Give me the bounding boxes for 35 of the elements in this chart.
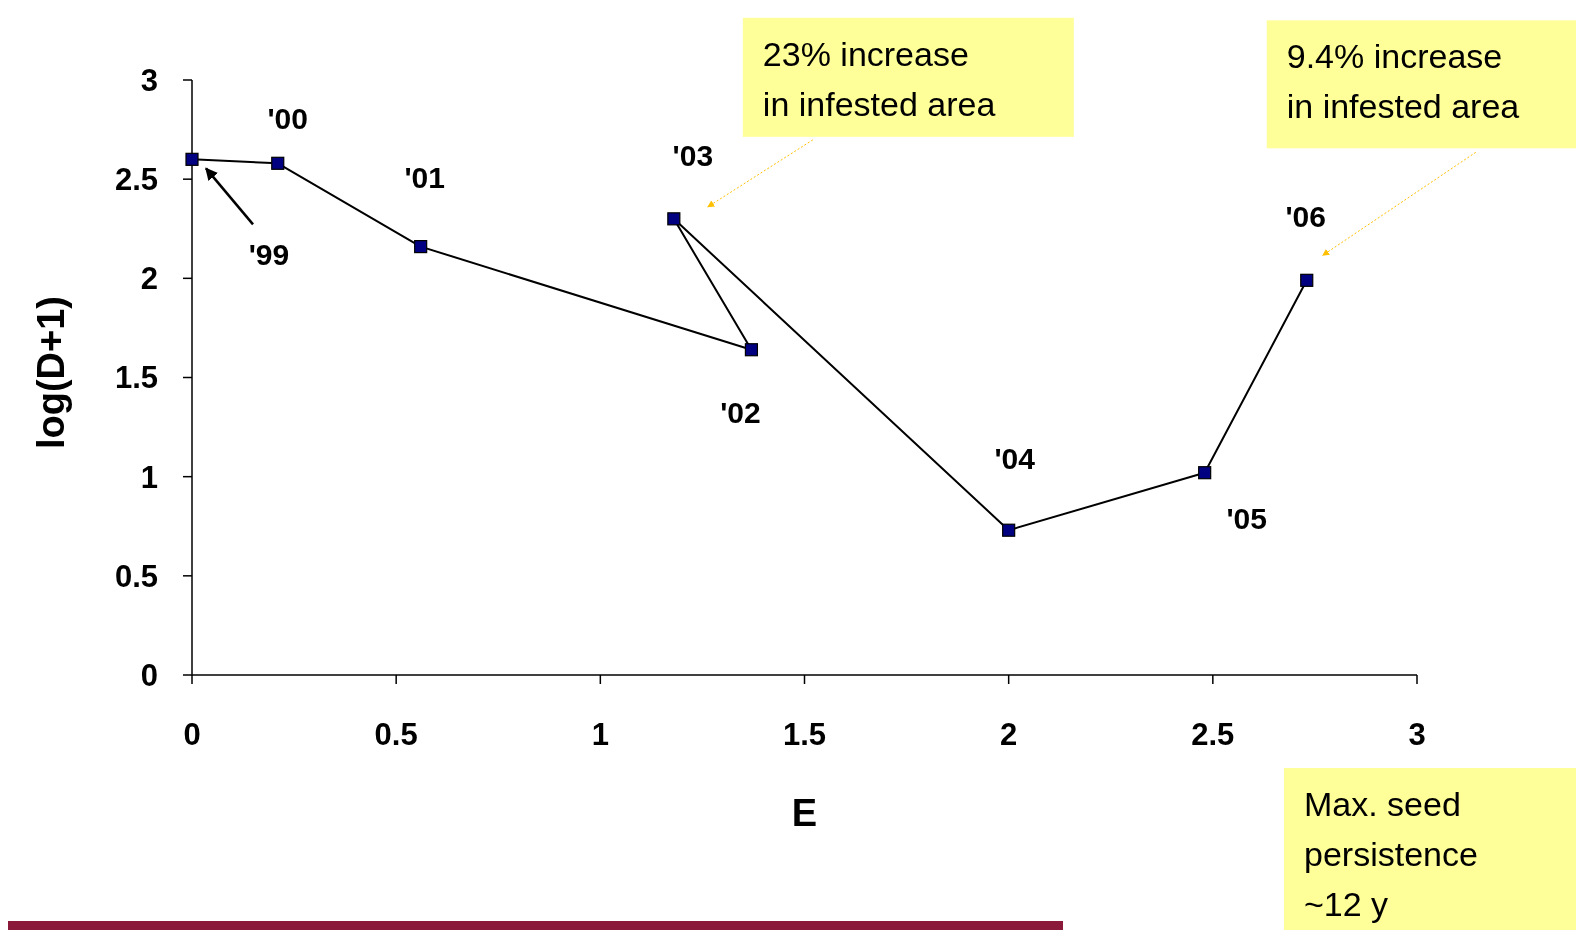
annotation: '04 [994,441,1036,475]
x-tick-label: 0.5 [374,717,418,752]
text: Max. seed persistence ~12 y [1304,785,1478,923]
y-tick-label: 1 [140,459,158,495]
annotation: 9.4% increase in infested area [1286,37,1520,126]
annotation: '99 [248,237,290,271]
x-tick-label: 3 [1408,717,1426,752]
annotation: '01 [404,161,445,195]
x-tick-label: 2.5 [1191,717,1235,752]
y-tick-label: 3 [140,62,158,98]
y-tick-label: 0 [140,657,158,693]
x-axis-title: E [791,792,818,834]
annotation: 23% increase in infested area [762,34,996,123]
point [1300,273,1314,287]
point [744,343,759,357]
y-axis-title: log(D+1) [30,295,72,450]
annotation: '02 [720,396,761,430]
x-tick-label: 0 [183,717,201,752]
y-tick-label: 1.5 [114,360,158,396]
point [1002,523,1016,537]
point [271,156,285,170]
annotation: '03 [672,139,714,173]
point [667,212,681,226]
y-tick-label: 2 [140,261,158,297]
point [1198,466,1212,480]
point [414,240,428,254]
x-tick-label: 1.5 [782,717,827,752]
x-tick-label: 1 [591,717,609,752]
annotation: '00 [267,101,309,135]
annotation: '06 [1285,199,1327,233]
x-tick-label: 2 [1000,717,1018,752]
y-tick-label: 0.5 [114,558,158,594]
annotation: '05 [1226,502,1267,536]
y-tick-label: 2.5 [114,162,158,198]
point [185,152,199,166]
